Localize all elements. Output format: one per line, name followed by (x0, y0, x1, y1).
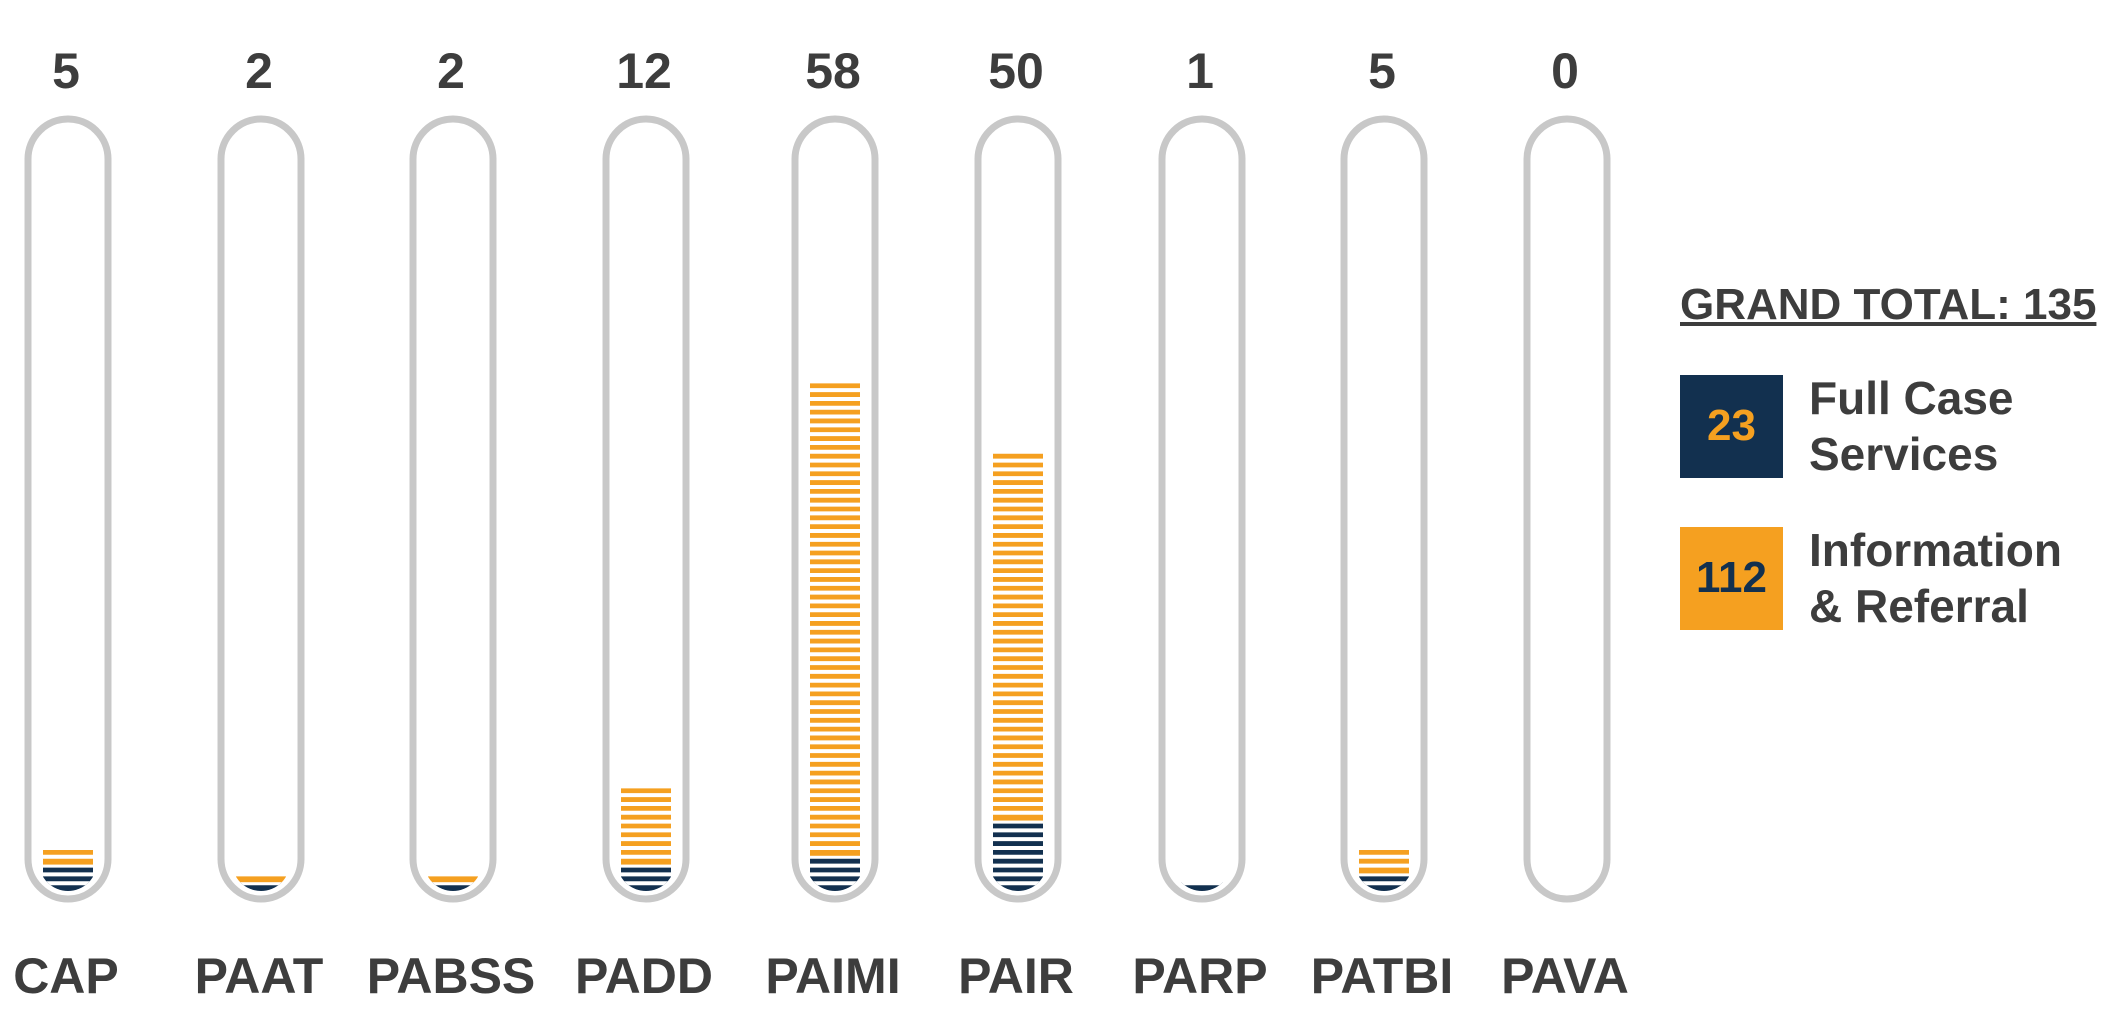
total-label: 1 (1186, 43, 1214, 99)
x-tick-label: CAP (13, 948, 119, 1004)
legend-label: Information & Referral (1809, 524, 2062, 633)
legend-swatch: 112 (1680, 526, 1783, 630)
bar-segment (1177, 882, 1227, 891)
grand-total: GRAND TOTAL: 135 (1680, 280, 2097, 329)
tube-fill (39, 845, 97, 891)
legend-item: 23 Full Case Services (1680, 370, 2120, 482)
tube (602, 115, 690, 903)
tube (1340, 115, 1428, 903)
tube (409, 115, 497, 903)
tube (1158, 115, 1246, 903)
tube-fill (806, 379, 864, 891)
bar-segment (621, 785, 671, 865)
x-tick-label: PADD (575, 948, 713, 1004)
total-label: 58 (805, 43, 861, 99)
bar-segment (1359, 846, 1409, 874)
tube-fill (989, 449, 1047, 891)
x-tick-label: PAVA (1501, 948, 1629, 1004)
total-label: 2 (437, 43, 465, 99)
total-label: 50 (988, 43, 1044, 99)
tube-fill (1355, 845, 1413, 891)
total-label: 2 (245, 43, 273, 99)
legend: GRAND TOTAL: 135 23 Full Case Services 1… (1680, 280, 2120, 634)
x-tick-label: PAIR (958, 948, 1074, 1004)
x-tick-label: PARP (1132, 948, 1267, 1004)
bar-segment (428, 873, 478, 883)
legend-item: 112 Information & Referral (1680, 522, 2120, 634)
total-label: 12 (616, 43, 672, 99)
legend-label: Full Case Services (1809, 372, 2014, 481)
x-tick-label: PAAT (195, 948, 324, 1004)
total-label: 5 (1368, 43, 1396, 99)
total-label: 0 (1551, 43, 1579, 99)
x-tick-label: PATBI (1311, 948, 1454, 1004)
bar-segment (236, 873, 286, 883)
bar-segment (428, 882, 478, 891)
tube (1523, 115, 1611, 903)
x-tick-label: PABSS (367, 948, 536, 1004)
tube (24, 115, 112, 903)
bar-segment (236, 882, 286, 891)
tube (217, 115, 305, 903)
tube-fill (617, 784, 675, 891)
x-tick-label: PAIMI (765, 948, 900, 1004)
legend-swatch: 23 (1680, 374, 1783, 478)
total-label: 5 (52, 43, 80, 99)
